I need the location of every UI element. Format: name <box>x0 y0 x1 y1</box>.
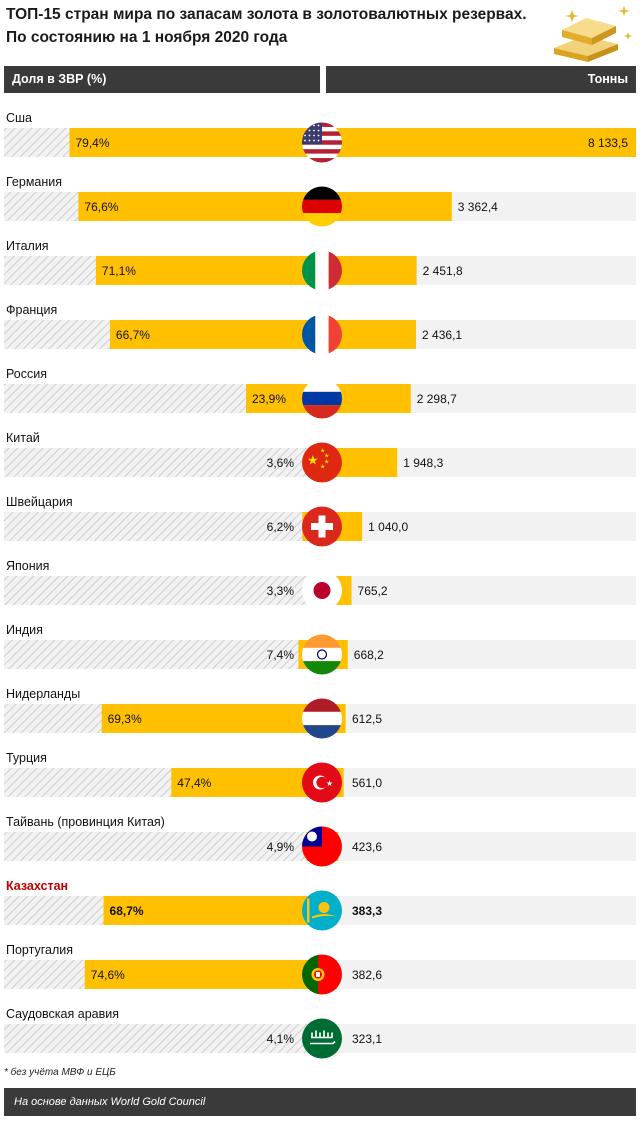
tonnes-track <box>322 704 636 733</box>
saudi-arabia-flag-icon <box>302 1018 342 1059</box>
share-bar <box>101 704 322 733</box>
share-bar <box>109 320 322 349</box>
share-label: 68,7% <box>110 904 144 918</box>
share-bar <box>78 192 322 221</box>
footnote: * без учёта МВФ и ЕЦБ <box>4 1067 116 1078</box>
portugal-flag-icon <box>302 954 342 995</box>
country-label: Казахстан <box>6 879 68 893</box>
share-label: 69,3% <box>108 712 142 726</box>
share-label: 3,6% <box>267 456 295 470</box>
tonnes-label: 1 040,0 <box>368 520 408 534</box>
country-label: Китай <box>6 431 40 445</box>
svg-text:★: ★ <box>320 464 325 471</box>
country-label: Сша <box>6 111 32 125</box>
tonnes-label: 765,2 <box>358 584 388 598</box>
gold-bars-icon <box>554 6 632 62</box>
taiwan-flag-icon <box>302 826 342 867</box>
germany-flag-icon <box>302 186 342 227</box>
country-label: Швейцария <box>6 495 73 509</box>
tonnes-label: 323,1 <box>352 1032 382 1046</box>
turkey-flag-icon: ★ <box>302 762 342 803</box>
source-footer: На основе данных World Gold Council <box>4 1088 636 1116</box>
title-line-2: По состоянию на 1 ноября 2020 года <box>6 29 288 46</box>
switzerland-flag-icon <box>302 506 342 547</box>
share-bar <box>103 896 322 925</box>
country-label: Россия <box>6 367 47 381</box>
share-label: 66,7% <box>116 328 150 342</box>
tonnes-label: 668,2 <box>354 648 384 662</box>
netherlands-flag-icon <box>302 698 342 739</box>
share-track <box>4 448 322 477</box>
tonnes-track <box>322 576 636 605</box>
country-label: Франция <box>6 303 57 317</box>
share-track <box>4 576 322 605</box>
country-label: Япония <box>6 559 49 573</box>
tonnes-track <box>322 960 636 989</box>
share-track <box>4 640 322 669</box>
share-label: 7,4% <box>267 648 295 662</box>
country-label: Нидерланды <box>6 687 80 701</box>
tonnes-label: 2 451,8 <box>423 264 463 278</box>
tonnes-label: 382,6 <box>352 968 382 982</box>
tonnes-track <box>322 768 636 797</box>
tonnes-bar <box>322 192 452 221</box>
share-label: 79,4% <box>76 136 110 150</box>
tonnes-label: 8 133,5 <box>588 136 628 150</box>
gold-reserves-chart: Сша 79,4% 8 133,5 Германия 76,6% 3 362,4 Итали… <box>4 111 636 1059</box>
china-flag-icon: ★★★★★ <box>302 442 342 483</box>
tonnes-label: 561,0 <box>352 776 382 790</box>
country-label: Германия <box>6 175 62 189</box>
share-track <box>4 1024 322 1053</box>
share-label: 71,1% <box>102 264 136 278</box>
country-label: Португалия <box>6 943 73 957</box>
country-label: Италия <box>6 239 49 253</box>
country-label: Турция <box>6 751 47 765</box>
svg-text:★: ★ <box>326 779 333 788</box>
japan-flag-icon <box>302 570 342 611</box>
india-flag-icon <box>302 634 342 675</box>
share-bar <box>84 960 322 989</box>
share-track <box>4 832 322 861</box>
tonnes-label: 2 298,7 <box>417 392 457 406</box>
tonnes-track <box>322 896 636 925</box>
share-label: 6,2% <box>267 520 295 534</box>
tonnes-label: 383,3 <box>352 904 382 918</box>
share-label: 23,9% <box>252 392 286 406</box>
france-flag-icon <box>302 314 342 355</box>
tonnes-track <box>322 640 636 669</box>
tonnes-track <box>322 832 636 861</box>
country-label: Индия <box>6 623 43 637</box>
italy-flag-icon <box>302 250 342 291</box>
kazakhstan-flag-icon <box>302 890 342 931</box>
chart-title: ТОП-15 стран мира по запасам золота в зо… <box>6 3 566 49</box>
share-label: 4,1% <box>267 1032 295 1046</box>
tonnes-bar <box>322 128 636 157</box>
country-label: Саудовская аравия <box>6 1007 119 1021</box>
share-bar <box>171 768 322 797</box>
share-label: 47,4% <box>177 776 211 790</box>
share-label: 4,9% <box>267 840 295 854</box>
share-label: 3,3% <box>267 584 295 598</box>
svg-text:★: ★ <box>320 448 325 455</box>
svg-text:★: ★ <box>324 453 329 460</box>
russia-flag-icon <box>302 378 342 419</box>
tonnes-track <box>322 512 636 541</box>
svg-text:★: ★ <box>324 459 329 466</box>
share-label: 74,6% <box>91 968 125 982</box>
tonnes-label: 2 436,1 <box>422 328 462 342</box>
share-bar <box>69 128 323 157</box>
share-bar <box>95 256 322 285</box>
title-line-1: ТОП-15 стран мира по запасам золота в зо… <box>6 6 527 23</box>
tonnes-label: 3 362,4 <box>458 200 498 214</box>
tonnes-label: 423,6 <box>352 840 382 854</box>
share-track <box>4 512 322 541</box>
share-label: 76,6% <box>84 200 118 214</box>
country-label: Тайвань (провинция Китая) <box>6 815 165 829</box>
tonnes-column-header: Тонны <box>326 66 636 93</box>
svg-text:★: ★ <box>307 453 319 468</box>
share-column-header: Доля в ЗВР (%) <box>4 66 320 93</box>
tonnes-label: 1 948,3 <box>403 456 443 470</box>
tonnes-label: 612,5 <box>352 712 382 726</box>
tonnes-track <box>322 1024 636 1053</box>
